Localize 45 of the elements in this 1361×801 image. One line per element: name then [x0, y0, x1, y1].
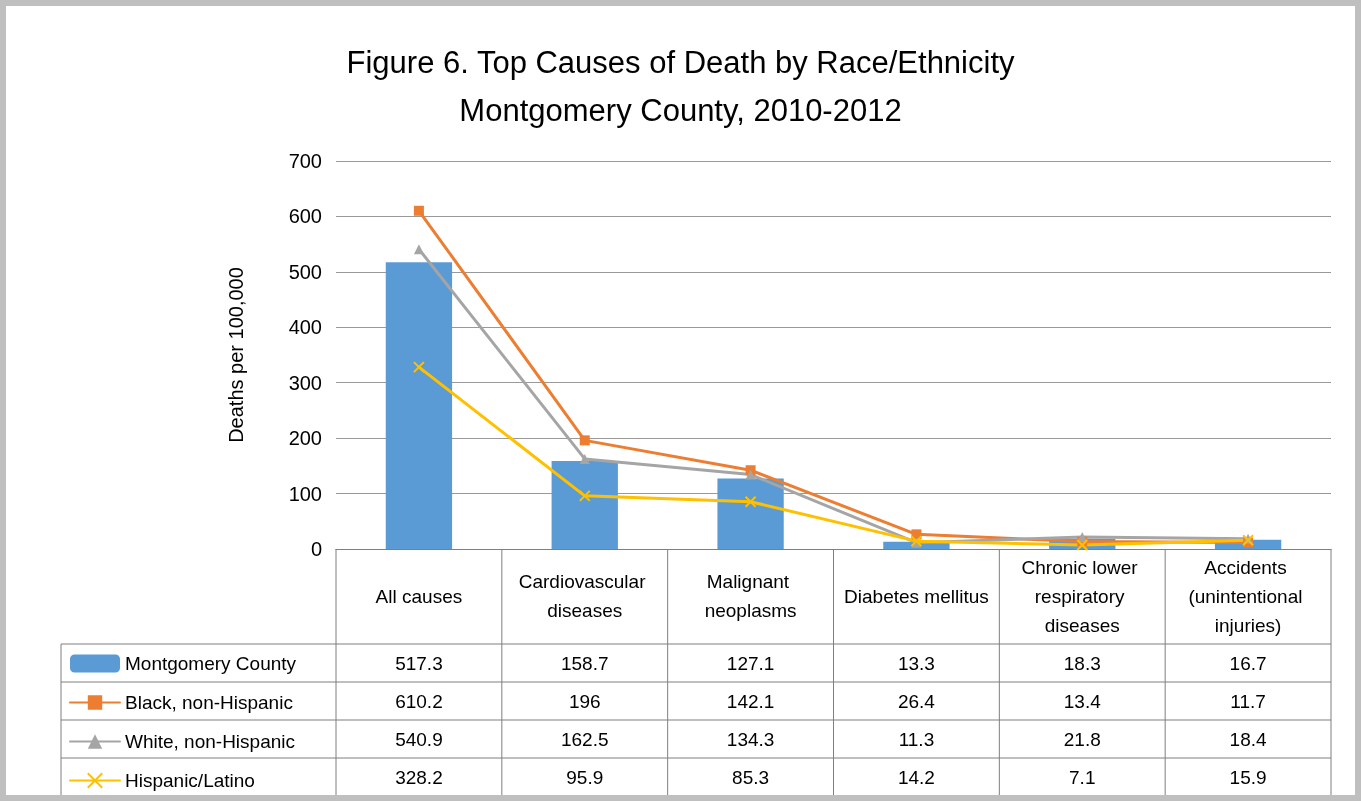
x-tick-label: All causes [375, 585, 463, 607]
data-label: 134.3 [726, 728, 775, 750]
data-label: 13.3 [897, 652, 935, 674]
data-label: 196 [568, 690, 601, 712]
data-label: 14.2 [897, 766, 935, 788]
data-label: 142.1 [726, 690, 775, 712]
y-tick-label: 700 [288, 150, 322, 172]
x-tick-label: Accidents (unintentional injuries) [1188, 556, 1308, 636]
y-tick-label: 0 [310, 538, 322, 560]
x-tick-label: Chronic lower respiratory diseases [1021, 556, 1143, 636]
y-tick-label: 100 [288, 482, 322, 505]
legend-label: Montgomery County [125, 653, 297, 674]
data-label: 15.9 [1229, 766, 1267, 788]
y-tick-label: 400 [288, 316, 322, 339]
data-label: 162.5 [560, 728, 609, 750]
y-tick-label: 200 [288, 427, 322, 450]
data-label: 18.3 [1063, 652, 1101, 674]
data-label: 95.9 [566, 766, 604, 788]
y-tick-label: 300 [288, 371, 322, 394]
data-label: 127.1 [726, 652, 775, 674]
data-label: 158.7 [560, 652, 609, 674]
legend-label: White, non-Hispanic [125, 731, 296, 752]
x-tick-label: Diabetes mellitus [844, 585, 989, 607]
data-label: 11.7 [1230, 690, 1266, 712]
data-label: 18.4 [1229, 728, 1267, 750]
y-tick-label: 600 [288, 205, 322, 228]
x-tick-label: Cardiovascular diseases [518, 571, 651, 621]
y-tick-label: 500 [288, 260, 322, 283]
chart-title: Figure 6. Top Causes of Death by Race/Ethnicity [346, 45, 1015, 80]
data-label: 610.2 [395, 690, 443, 712]
chart-subtitle: Montgomery County, 2010-2012 [459, 93, 902, 128]
data-label: 13.4 [1063, 690, 1102, 712]
x-tick-label: Malignant neoplasms [704, 571, 797, 621]
y-axis-title: Deaths per 100,000 [225, 267, 247, 443]
data-label: 328.2 [395, 766, 443, 788]
data-label: 7.1 [1069, 766, 1096, 788]
data-label: 11.3 [898, 728, 935, 750]
legend-label: Hispanic/Latino [125, 770, 255, 791]
legend-label: Black, non-Hispanic [125, 692, 293, 713]
data-label: 540.9 [395, 728, 443, 750]
data-label: 26.4 [897, 690, 936, 712]
data-label: 85.3 [732, 766, 770, 788]
data-label: 21.8 [1063, 728, 1101, 750]
data-label: 517.3 [395, 652, 443, 674]
data-label: 16.7 [1229, 652, 1267, 674]
